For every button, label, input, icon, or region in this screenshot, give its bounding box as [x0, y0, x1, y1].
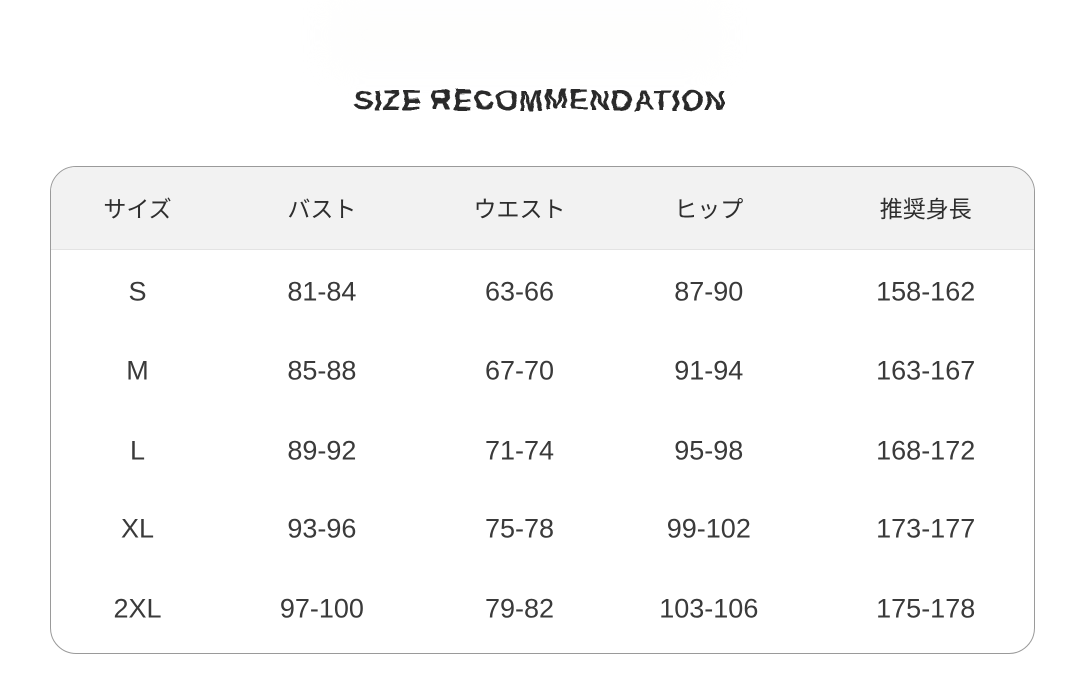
svg-text:SIZE RECOMMENDATION: SIZE RECOMMENDATION — [354, 85, 727, 117]
